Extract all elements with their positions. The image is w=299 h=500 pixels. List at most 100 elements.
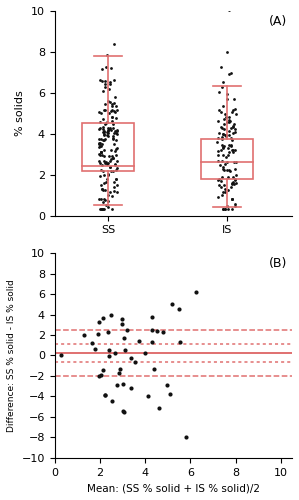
Point bbox=[231, 148, 235, 156]
Point bbox=[114, 136, 119, 144]
Point bbox=[231, 180, 236, 188]
Point bbox=[100, 206, 105, 214]
Point bbox=[224, 158, 229, 166]
Point bbox=[100, 136, 105, 144]
Point bbox=[106, 124, 111, 132]
Point bbox=[229, 194, 234, 202]
Point bbox=[111, 120, 115, 128]
Y-axis label: Difference: SS % solid - IS % solid: Difference: SS % solid - IS % solid bbox=[7, 279, 16, 432]
Point bbox=[233, 125, 237, 133]
Point bbox=[112, 178, 116, 186]
Point bbox=[217, 182, 222, 190]
Point bbox=[114, 181, 119, 189]
Point bbox=[97, 138, 101, 146]
Point bbox=[216, 176, 220, 184]
Point bbox=[123, 346, 128, 354]
Point bbox=[98, 109, 103, 117]
Point bbox=[106, 197, 110, 205]
Point bbox=[97, 150, 102, 158]
Point bbox=[117, 364, 122, 372]
Point bbox=[230, 136, 234, 144]
Point bbox=[125, 326, 129, 334]
Point bbox=[103, 186, 108, 194]
Point bbox=[103, 196, 108, 203]
Point bbox=[219, 146, 223, 154]
Point bbox=[128, 354, 133, 362]
Point bbox=[109, 397, 114, 405]
Point bbox=[150, 338, 155, 345]
Point bbox=[219, 83, 224, 91]
Point bbox=[109, 64, 114, 72]
Point bbox=[113, 108, 118, 116]
Point bbox=[103, 119, 108, 127]
Point bbox=[222, 206, 227, 214]
Point bbox=[81, 331, 86, 339]
Point bbox=[107, 152, 112, 160]
Point bbox=[230, 206, 234, 214]
Point bbox=[109, 206, 114, 214]
Point bbox=[225, 166, 230, 174]
Point bbox=[113, 175, 118, 183]
Point bbox=[104, 128, 109, 136]
Point bbox=[220, 165, 225, 173]
Point bbox=[234, 158, 238, 166]
Point bbox=[103, 135, 108, 143]
Point bbox=[216, 152, 221, 160]
Point bbox=[193, 288, 198, 296]
Point bbox=[115, 164, 120, 172]
Point bbox=[107, 346, 112, 354]
Point bbox=[227, 117, 232, 125]
Point bbox=[101, 198, 106, 205]
Point bbox=[104, 131, 109, 139]
Point bbox=[59, 352, 64, 360]
Point bbox=[150, 312, 154, 320]
Point bbox=[230, 108, 234, 116]
Point bbox=[110, 106, 115, 114]
Point bbox=[227, 130, 232, 138]
Point bbox=[102, 136, 106, 144]
Point bbox=[231, 123, 235, 131]
Point bbox=[112, 76, 116, 84]
Point bbox=[227, 166, 231, 174]
Point bbox=[114, 166, 119, 173]
Point bbox=[109, 168, 114, 175]
Point bbox=[96, 140, 101, 148]
Point bbox=[103, 391, 108, 399]
Point bbox=[108, 78, 112, 86]
Point bbox=[227, 128, 231, 136]
Point bbox=[115, 106, 119, 114]
Point bbox=[98, 148, 103, 156]
Point bbox=[106, 84, 111, 92]
Y-axis label: % solids: % solids bbox=[15, 90, 25, 136]
Point bbox=[99, 148, 104, 156]
Point bbox=[104, 175, 109, 183]
Point bbox=[222, 120, 226, 128]
Point bbox=[223, 131, 228, 139]
Point bbox=[121, 408, 126, 416]
Point bbox=[224, 153, 229, 161]
Point bbox=[216, 193, 221, 201]
Point bbox=[97, 160, 102, 168]
Point bbox=[108, 156, 113, 164]
Point bbox=[97, 142, 102, 150]
Point bbox=[110, 112, 115, 120]
Point bbox=[111, 134, 116, 142]
Point bbox=[229, 195, 234, 203]
Point bbox=[106, 130, 110, 138]
Point bbox=[215, 134, 220, 142]
Point bbox=[230, 173, 235, 181]
Point bbox=[113, 150, 118, 158]
Point bbox=[219, 124, 223, 132]
Point bbox=[101, 125, 106, 133]
Bar bbox=[201, 139, 253, 178]
Point bbox=[219, 141, 224, 149]
Point bbox=[220, 172, 225, 180]
Point bbox=[215, 138, 220, 146]
Point bbox=[220, 191, 225, 199]
Point bbox=[220, 206, 225, 214]
Point bbox=[108, 162, 112, 170]
Point bbox=[109, 152, 114, 160]
Point bbox=[228, 166, 232, 174]
Point bbox=[231, 130, 236, 138]
Point bbox=[221, 143, 225, 151]
